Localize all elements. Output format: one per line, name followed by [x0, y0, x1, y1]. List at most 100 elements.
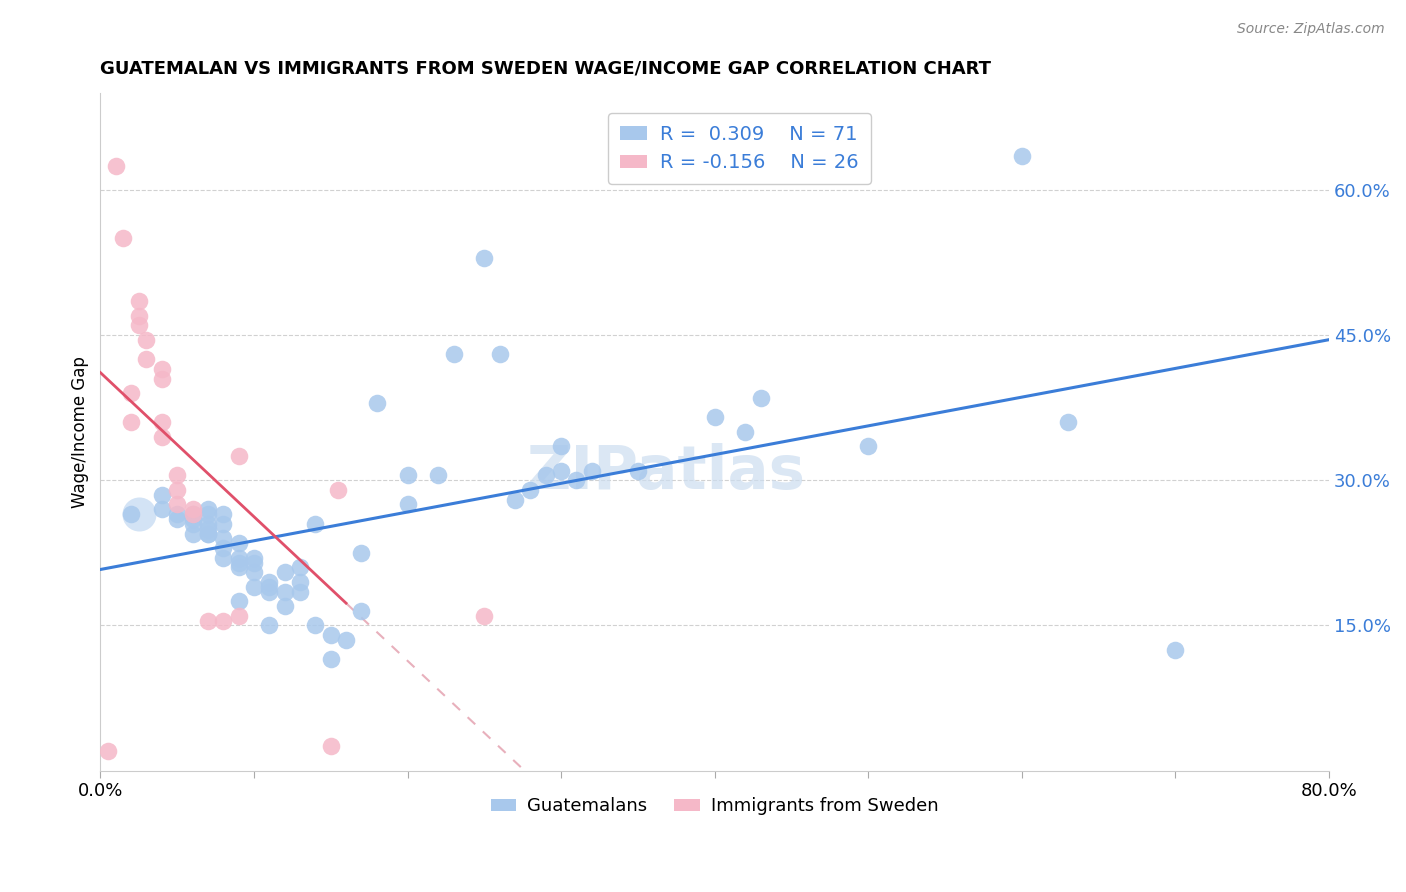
- Point: [181, 512, 204, 526]
- Point: [243, 556, 266, 570]
- Point: [749, 391, 772, 405]
- Point: [135, 352, 157, 367]
- Point: [104, 159, 127, 173]
- Point: [197, 526, 219, 541]
- Point: [197, 516, 219, 531]
- Point: [259, 618, 281, 632]
- Point: [181, 502, 204, 516]
- Point: [319, 652, 342, 666]
- Text: GUATEMALAN VS IMMIGRANTS FROM SWEDEN WAGE/INCOME GAP CORRELATION CHART: GUATEMALAN VS IMMIGRANTS FROM SWEDEN WAG…: [100, 60, 991, 78]
- Legend: Guatemalans, Immigrants from Sweden: Guatemalans, Immigrants from Sweden: [484, 790, 945, 822]
- Point: [472, 251, 495, 265]
- Point: [128, 294, 150, 309]
- Point: [228, 536, 250, 550]
- Point: [350, 546, 373, 560]
- Point: [350, 604, 373, 618]
- Point: [197, 614, 219, 628]
- Point: [273, 599, 295, 614]
- Point: [166, 498, 188, 512]
- Point: [197, 507, 219, 521]
- Point: [212, 614, 235, 628]
- Point: [128, 318, 150, 333]
- Point: [259, 574, 281, 589]
- Point: [243, 580, 266, 594]
- Point: [335, 632, 357, 647]
- Point: [228, 556, 250, 570]
- Point: [366, 396, 388, 410]
- Point: [581, 464, 603, 478]
- Point: [150, 362, 173, 376]
- Point: [304, 516, 326, 531]
- Point: [197, 522, 219, 536]
- Point: [197, 502, 219, 516]
- Point: [212, 507, 235, 521]
- Point: [212, 550, 235, 565]
- Point: [97, 744, 120, 758]
- Point: [120, 386, 142, 401]
- Point: [128, 507, 150, 521]
- Point: [1164, 642, 1187, 657]
- Text: Source: ZipAtlas.com: Source: ZipAtlas.com: [1237, 22, 1385, 37]
- Point: [259, 584, 281, 599]
- Point: [166, 468, 188, 483]
- Point: [534, 468, 557, 483]
- Point: [150, 502, 173, 516]
- Point: [488, 347, 510, 361]
- Point: [135, 333, 157, 347]
- Point: [734, 425, 756, 439]
- Point: [319, 739, 342, 754]
- Point: [472, 608, 495, 623]
- Point: [565, 473, 588, 487]
- Point: [181, 516, 204, 531]
- Point: [319, 628, 342, 642]
- Point: [166, 507, 188, 521]
- Point: [112, 231, 135, 245]
- Point: [212, 516, 235, 531]
- Point: [288, 584, 311, 599]
- Point: [627, 464, 650, 478]
- Point: [1057, 415, 1080, 429]
- Point: [166, 512, 188, 526]
- Point: [128, 309, 150, 323]
- Point: [519, 483, 541, 497]
- Point: [503, 492, 526, 507]
- Point: [120, 415, 142, 429]
- Point: [273, 584, 295, 599]
- Point: [443, 347, 465, 361]
- Point: [197, 526, 219, 541]
- Point: [243, 550, 266, 565]
- Point: [181, 526, 204, 541]
- Point: [243, 566, 266, 580]
- Point: [150, 415, 173, 429]
- Point: [150, 371, 173, 385]
- Point: [858, 439, 880, 453]
- Point: [259, 580, 281, 594]
- Point: [181, 507, 204, 521]
- Point: [550, 464, 572, 478]
- Point: [427, 468, 450, 483]
- Y-axis label: Wage/Income Gap: Wage/Income Gap: [72, 356, 89, 508]
- Text: ZIPatlas: ZIPatlas: [526, 443, 806, 502]
- Point: [212, 541, 235, 555]
- Point: [181, 507, 204, 521]
- Point: [288, 560, 311, 574]
- Point: [703, 410, 725, 425]
- Point: [228, 550, 250, 565]
- Point: [396, 468, 419, 483]
- Point: [150, 488, 173, 502]
- Point: [396, 498, 419, 512]
- Point: [228, 594, 250, 608]
- Point: [120, 507, 142, 521]
- Point: [228, 608, 250, 623]
- Point: [273, 566, 295, 580]
- Point: [288, 574, 311, 589]
- Point: [1011, 149, 1033, 163]
- Point: [550, 439, 572, 453]
- Point: [328, 483, 350, 497]
- Point: [304, 618, 326, 632]
- Point: [228, 560, 250, 574]
- Point: [166, 483, 188, 497]
- Point: [150, 430, 173, 444]
- Point: [212, 532, 235, 546]
- Point: [228, 449, 250, 463]
